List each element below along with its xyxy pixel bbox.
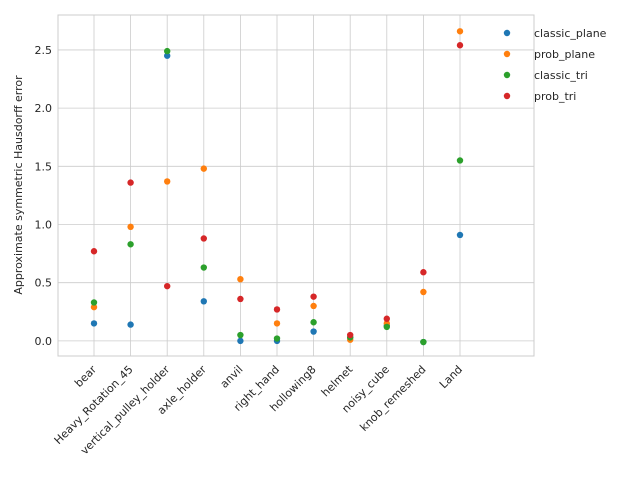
point-classic_plane <box>90 320 98 327</box>
legend-marker-prob_tri <box>503 92 511 100</box>
point-prob_plane <box>200 165 207 172</box>
y-tick-label: 2.5 <box>35 44 53 57</box>
legend-marker-classic_tri <box>503 71 511 79</box>
x-tick-label: knob_remeshed <box>357 363 428 434</box>
y-tick-label: 0.0 <box>35 335 53 348</box>
point-prob_tri <box>347 331 354 339</box>
point-prob_tri <box>310 293 317 300</box>
point-prob_tri <box>237 295 244 303</box>
y-tick-label: 1.5 <box>35 160 53 173</box>
point-prob_plane <box>420 288 427 296</box>
legend-label-classic_tri: classic_tri <box>534 69 588 82</box>
point-prob_tri <box>200 235 207 242</box>
legend-marker-classic_plane <box>503 29 511 37</box>
legend-label-prob_plane: prob_plane <box>534 48 595 61</box>
point-classic_plane <box>127 321 134 328</box>
point-prob_plane <box>90 303 98 311</box>
point-classic_tri <box>273 335 281 342</box>
point-classic_tri <box>127 241 134 248</box>
point-classic_tri <box>90 299 98 306</box>
y-tick-label: 0.5 <box>35 277 53 290</box>
x-tick-label: helmet <box>319 362 356 399</box>
legend: classic_plane prob_plane classic_tri prob_t… <box>503 27 607 103</box>
y-axis-label: Approximate symmetric Hausdorff error <box>12 75 25 295</box>
point-prob_plane <box>273 320 281 327</box>
x-tick-label: anvil <box>218 363 246 391</box>
point-classic_tri <box>456 157 464 164</box>
y-axis-ticks: 0.0 0.5 1.0 1.5 2.0 2.5 <box>35 44 53 348</box>
point-classic_tri <box>420 338 427 346</box>
x-tick-label: Land <box>437 363 465 391</box>
point-prob_tri <box>456 42 464 49</box>
point-classic_tri <box>200 264 207 271</box>
point-prob_plane <box>237 275 244 283</box>
point-classic_plane <box>237 337 244 345</box>
point-prob_tri <box>164 282 171 290</box>
y-tick-label: 1.0 <box>35 218 53 231</box>
point-classic_plane <box>164 52 171 59</box>
point-prob_tri <box>420 269 427 276</box>
point-prob_tri <box>90 248 98 255</box>
x-tick-label: bear <box>72 363 99 390</box>
point-classic_tri <box>310 319 317 326</box>
point-prob_tri <box>383 315 390 322</box>
point-prob_tri <box>273 306 281 313</box>
point-prob_plane <box>127 223 134 231</box>
legend-label-prob_tri: prob_tri <box>534 90 576 103</box>
legend-label-classic_plane: classic_plane <box>534 27 607 40</box>
x-axis-ticks: bearHeavy_Rotation_45vertical_pulley_hol… <box>52 362 465 457</box>
point-prob_plane <box>164 178 171 185</box>
point-prob_plane <box>456 28 464 35</box>
point-prob_tri <box>127 179 134 186</box>
point-prob_plane <box>310 302 317 310</box>
point-classic_plane <box>200 298 207 305</box>
point-classic_plane <box>456 231 464 239</box>
point-classic_plane <box>310 328 317 335</box>
y-tick-label: 2.0 <box>35 102 53 115</box>
point-classic_tri <box>383 323 390 331</box>
point-classic_tri <box>237 331 244 339</box>
plot-frame <box>57 14 535 357</box>
data-points <box>90 28 464 346</box>
point-classic_tri <box>164 47 171 55</box>
legend-marker-prob_plane <box>503 50 511 58</box>
